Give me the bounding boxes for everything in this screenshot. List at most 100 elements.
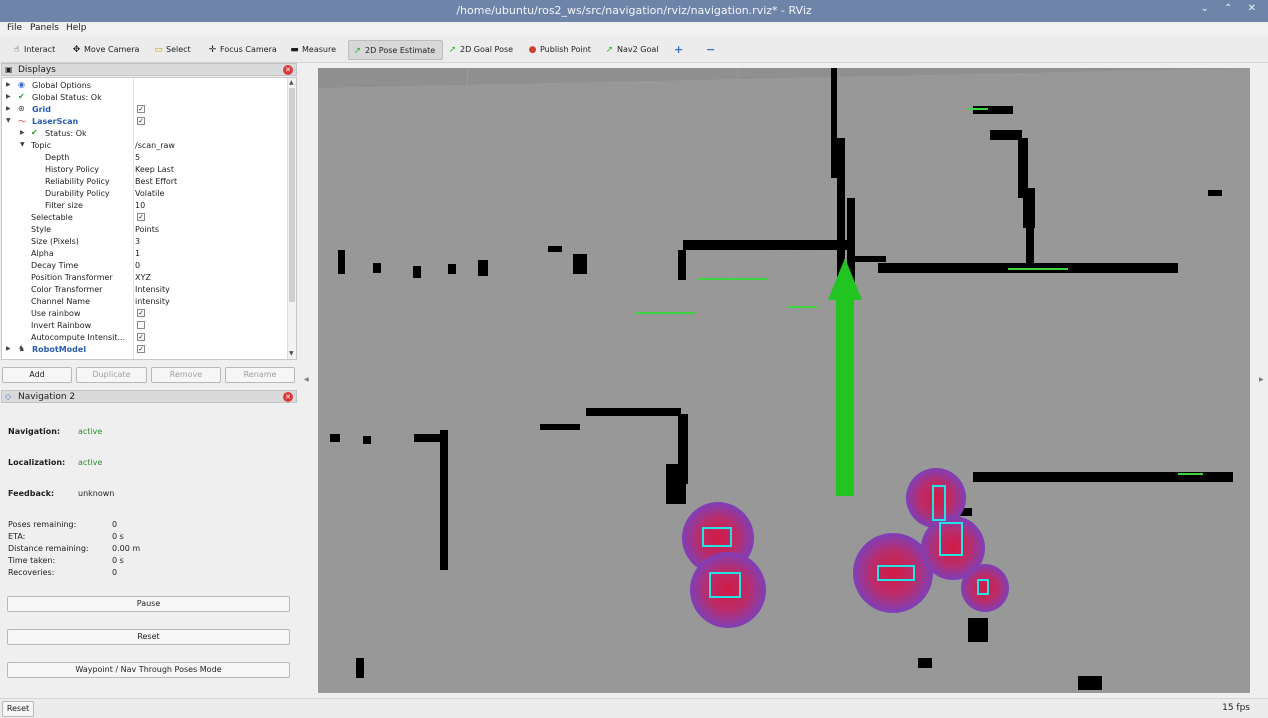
scroll-up-icon[interactable]: ▲: [289, 79, 294, 86]
close-icon[interactable]: ✕: [283, 392, 293, 402]
tree-row-reliability-policy[interactable]: Reliability Policy Best Effort: [2, 176, 288, 188]
interact-tool[interactable]: ☝ Interact: [8, 40, 55, 60]
tree-row-decay-time[interactable]: Decay Time 0: [2, 260, 288, 272]
tree-row-topic[interactable]: ▼ Topic /scan_raw: [2, 140, 288, 152]
durability-value[interactable]: Volatile: [135, 189, 165, 198]
tree-row-durability-policy[interactable]: Durability Policy Volatile: [2, 188, 288, 200]
invert-rainbow-checkbox[interactable]: [137, 321, 145, 329]
goal-pose-tool[interactable]: ➚ 2D Goal Pose: [444, 40, 513, 60]
check-icon: ✔: [18, 92, 25, 101]
tree-row-position-transformer[interactable]: Position Transformer XYZ: [2, 272, 288, 284]
color-tf-value[interactable]: Intensity: [135, 285, 170, 294]
close-icon[interactable]: ✕: [283, 65, 293, 75]
tree-row-autocompute[interactable]: Autocompute Intensit... ✓: [2, 332, 288, 344]
tree-row-style[interactable]: Style Points: [2, 224, 288, 236]
render-viewport[interactable]: [318, 68, 1250, 693]
size-value[interactable]: 3: [135, 237, 141, 246]
expand-arrow-icon[interactable]: ▶: [6, 93, 11, 100]
tree-row-robotmodel[interactable]: ▶ ♞ RobotModel ✓: [2, 344, 288, 356]
channel-value[interactable]: intensity: [135, 297, 170, 306]
focus-camera-tool[interactable]: ✛ Focus Camera: [204, 40, 277, 60]
window-controls[interactable]: ⌄ ⌃ ✕: [1200, 3, 1262, 14]
tree-label: History Policy: [45, 165, 100, 174]
tree-row-size[interactable]: Size (Pixels) 3: [2, 236, 288, 248]
collapse-arrow-icon[interactable]: ▼: [20, 141, 25, 148]
remove-tool-button[interactable]: −: [706, 43, 716, 56]
pose-estimate-tool[interactable]: ➚ 2D Pose Estimate: [348, 40, 443, 60]
tree-scrollbar[interactable]: ▲ ▼: [287, 78, 296, 359]
select-icon: ▭: [154, 45, 163, 55]
collapse-arrow-icon[interactable]: ▼: [6, 117, 11, 124]
topic-value[interactable]: /scan_raw: [135, 141, 175, 150]
pause-button[interactable]: Pause: [7, 596, 290, 612]
tree-row-laserscan[interactable]: ▼ 〜 LaserScan ✓: [2, 116, 288, 128]
menu-panels[interactable]: Panels: [30, 23, 59, 33]
status-bar: Reset 15 fps: [0, 698, 1268, 718]
measure-tool[interactable]: ▬ Measure: [286, 40, 336, 60]
select-tool[interactable]: ▭ Select: [150, 40, 190, 60]
decay-value[interactable]: 0: [135, 261, 141, 270]
autocompute-checkbox[interactable]: ✓: [137, 333, 145, 341]
move-camera-tool[interactable]: ✥ Move Camera: [68, 40, 140, 60]
scrollbar-thumb[interactable]: [289, 88, 295, 302]
use-rainbow-checkbox[interactable]: ✓: [137, 309, 145, 317]
menu-file[interactable]: File: [7, 23, 23, 33]
grid-checkbox[interactable]: ✓: [137, 105, 145, 113]
tree-row-history-policy[interactable]: History Policy Keep Last: [2, 164, 288, 176]
tree-row-filter-size[interactable]: Filter size 10: [2, 200, 288, 212]
scroll-down-icon[interactable]: ▼: [289, 350, 294, 357]
expand-arrow-icon[interactable]: ▶: [6, 105, 11, 112]
selectable-checkbox[interactable]: ✓: [137, 213, 145, 221]
tree-row-grid[interactable]: ▶ ⊛ Grid ✓: [2, 104, 288, 116]
tree-label: Channel Name: [31, 297, 90, 306]
alpha-value[interactable]: 1: [135, 249, 141, 258]
tree-row-status[interactable]: ▶ ✔ Status: Ok: [2, 128, 288, 140]
expand-arrow-icon[interactable]: ▶: [6, 345, 11, 352]
reliability-value[interactable]: Best Effort: [135, 177, 178, 186]
tree-row-global-options[interactable]: ▶ ◉ Global Options: [2, 80, 288, 92]
tree-label: Alpha: [31, 249, 54, 258]
tree-row-invert-rainbow[interactable]: Invert Rainbow: [2, 320, 288, 332]
duplicate-display-button[interactable]: Duplicate: [76, 367, 147, 383]
depth-value[interactable]: 5: [135, 153, 141, 162]
reset-view-button[interactable]: Reset: [2, 701, 34, 717]
add-display-button[interactable]: Add: [2, 367, 72, 383]
tree-row-use-rainbow[interactable]: Use rainbow ✓: [2, 308, 288, 320]
feedback-status: unknown: [78, 489, 115, 498]
tree-row-channel-name[interactable]: Channel Name intensity: [2, 296, 288, 308]
reset-nav-button[interactable]: Reset: [7, 629, 290, 645]
green-arrow-icon: ➚: [353, 46, 362, 56]
tree-label: Style: [31, 225, 52, 234]
panel-splitter[interactable]: ◀: [299, 64, 317, 697]
robotmodel-checkbox[interactable]: ✓: [137, 345, 145, 353]
check-icon: ✔: [31, 128, 38, 137]
tree-row-selectable[interactable]: Selectable ✓: [2, 212, 288, 224]
add-tool-button[interactable]: +: [674, 43, 684, 56]
rename-display-button[interactable]: Rename: [225, 367, 295, 383]
gear-icon: ◉: [18, 80, 25, 89]
tree-row-alpha[interactable]: Alpha 1: [2, 248, 288, 260]
right-splitter[interactable]: ▶: [1250, 64, 1268, 697]
nav2-goal-tool[interactable]: ➚ Nav2 Goal: [601, 40, 659, 60]
position-tf-value[interactable]: XYZ: [135, 273, 151, 282]
green-arrow-icon: ➚: [448, 45, 457, 55]
diamond-icon: ◇: [5, 392, 12, 401]
tree-row-color-transformer[interactable]: Color Transformer Intensity: [2, 284, 288, 296]
tree-row-depth[interactable]: Depth 5: [2, 152, 288, 164]
style-value[interactable]: Points: [135, 225, 160, 234]
remove-display-button[interactable]: Remove: [151, 367, 221, 383]
monitor-icon: ▣: [5, 65, 13, 74]
column-divider[interactable]: [133, 78, 134, 359]
publish-point-tool[interactable]: ● Publish Point: [524, 40, 591, 60]
collapse-left-icon[interactable]: ◀: [304, 376, 309, 383]
expand-arrow-icon[interactable]: ▶: [20, 129, 25, 136]
expand-arrow-icon[interactable]: ▶: [6, 81, 11, 88]
laserscan-checkbox[interactable]: ✓: [137, 117, 145, 125]
history-value[interactable]: Keep Last: [135, 165, 174, 174]
collapse-right-icon[interactable]: ▶: [1259, 376, 1264, 383]
filter-value[interactable]: 10: [135, 201, 146, 210]
menu-help[interactable]: Help: [66, 23, 87, 33]
map-canvas: [318, 68, 1250, 693]
waypoint-mode-button[interactable]: Waypoint / Nav Through Poses Mode: [7, 662, 290, 678]
tree-row-global-status[interactable]: ▶ ✔ Global Status: Ok: [2, 92, 288, 104]
